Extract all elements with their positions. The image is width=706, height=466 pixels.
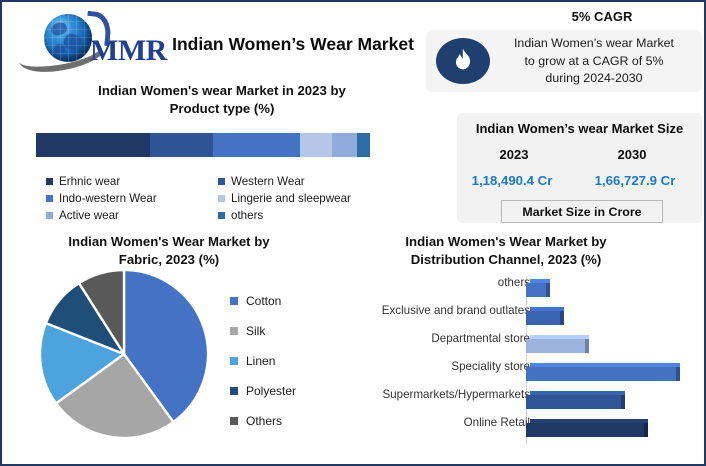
distribution-label-speciality-store: Speciality store [451,360,530,373]
distribution-label-exclusive-brand-outlets: Exclusive and brand outlates [381,304,530,317]
legend-label-active-wear: Active wear [59,209,119,222]
product-type-legend: Erhnic wear Western Wear Indo-western We… [46,173,426,224]
distribution-row-supermarkets-hypermarkets: Supermarkets/Hypermarkets [338,384,696,412]
stacked-segment-others [356,133,370,157]
fabric-legend-item-others: Others [230,406,340,436]
legend-label-ethnic-wear: Erhnic wear [59,175,121,188]
distribution-row-online-retail: Online Retail [338,412,696,440]
legend-label-western-wear: Western Wear [231,175,305,188]
distribution-bar-chart: others Exclusive and brand outlates Depa… [338,272,696,444]
legend-item-western-wear: Western Wear [218,173,426,190]
market-size-value-base: 1,18,490.4 Cr [471,173,553,188]
fabric-title-line2: Fabric, 2023 (%) [118,252,220,268]
fabric-legend-swatch-silk [230,327,238,335]
pie-slice-others [77,268,126,359]
fabric-legend-label-silk: Silk [246,324,266,338]
distribution-title-line1: Indian Women's Wear Market by [405,234,607,249]
stacked-segment-western-wear [149,133,213,157]
legend-swatch-others [218,212,225,219]
legend-swatch-ethnic-wear [46,178,53,185]
legend-item-ethnic-wear: Erhnic wear [46,173,218,190]
stacked-segment-indo-western-wear [213,133,300,157]
stacked-segment-lingerie-sleepwear [299,133,332,157]
legend-swatch-indo-western-wear [46,195,53,202]
fabric-legend-swatch-others [230,417,238,425]
distribution-bar-exclusive-brand-outlets [526,307,565,325]
legend-swatch-western-wear [218,178,225,185]
fabric-title-line1: Indian Women's Wear Market by [68,234,270,249]
product-type-title-line1: Indian Women's wear Market in 2023 by [98,83,346,98]
distribution-row-speciality-store: Speciality store [338,356,696,384]
cagr-line-3: during 2024-2030 [545,71,643,86]
legend-item-lingerie-sleepwear: Lingerie and sleepwear [218,190,426,207]
distribution-chart-title: Indian Women's Wear Market by Distributi… [350,233,662,270]
fabric-chart-title: Indian Women's Wear Market by Fabric, 20… [24,233,314,270]
distribution-bar-speciality-store [526,363,680,381]
distribution-bar-supermarkets-hypermarkets [526,391,626,409]
fabric-legend-item-polyester: Polyester [230,376,340,406]
globe-icon [44,14,92,62]
distribution-label-departmental-store: Departmental store [431,332,530,345]
distribution-label-others: others [497,276,530,289]
distribution-row-others: others [338,272,696,300]
product-type-title-line2: Product type (%) [169,100,275,116]
distribution-label-supermarkets-hypermarkets: Supermarkets/Hypermarkets [382,388,530,401]
cagr-description: Indian Women’s wear Market to grow at a … [492,35,696,88]
market-size-year-base: 2023 [499,147,529,162]
distribution-row-departmental-store: Departmental store [338,328,696,356]
fabric-legend-item-silk: Silk [230,316,340,346]
logo-text: MMR [90,34,167,67]
fabric-pie-chart [38,268,210,440]
fabric-legend-swatch-polyester [230,387,238,395]
distribution-bar-others [526,279,551,297]
distribution-bar-departmental-store [526,335,590,353]
product-type-chart-title: Indian Women's wear Market in 2023 by Pr… [26,82,418,118]
mmr-logo: MMR [15,8,167,77]
pie-slice-linen [38,321,127,406]
cagr-line-1: Indian Women’s wear Market [513,36,674,50]
market-size-title: Indian Women’s wear Market Size [475,121,684,136]
fabric-legend-label-linen: Linen [246,354,276,368]
distribution-label-online-retail: Online Retail [463,416,530,429]
fabric-legend: Cotton Silk Linen Polyester Others [230,286,340,436]
pie-slice-cotton [122,268,210,424]
fabric-legend-label-polyester: Polyester [246,384,297,398]
market-size-year-forecast: 2030 [617,147,647,162]
legend-item-indo-western-wear: Indo-western Wear [46,190,218,207]
cagr-line-2: to grow at a CAGR of 5% [524,53,664,68]
fabric-legend-item-cotton: Cotton [230,286,340,316]
market-size-unit-note: Market Size in Crore [501,200,663,223]
legend-label-lingerie-sleepwear: Lingerie and sleepwear [231,192,351,205]
distribution-row-exclusive-brand-outlets: Exclusive and brand outlates [338,300,696,328]
fabric-legend-label-cotton: Cotton [246,294,282,308]
legend-item-others: others [218,207,426,224]
flame-icon [436,38,490,84]
distribution-title-line2: Distribution Channel, 2023 (%) [410,252,602,268]
legend-item-active-wear: Active wear [46,207,218,224]
pie-slice-silk [54,352,176,440]
cagr-heading: 5% CAGR [571,9,633,24]
page-title: Indian Women’s Wear Market [172,34,414,54]
market-size-value-forecast: 1,66,727.9 Cr [594,173,676,188]
stacked-segment-ethnic-wear [36,133,150,157]
fabric-legend-swatch-cotton [230,297,238,305]
distribution-bar-online-retail [526,419,649,437]
legend-swatch-lingerie-sleepwear [218,195,225,202]
fabric-legend-item-linen: Linen [230,346,340,376]
fabric-legend-label-others: Others [246,414,283,428]
product-type-stacked-bar [36,133,370,157]
stacked-segment-active-wear [331,133,357,157]
fabric-legend-swatch-linen [230,357,238,365]
legend-label-others: others [231,209,264,222]
distribution-axis-line [526,276,527,444]
legend-label-indo-western-wear: Indo-western Wear [59,192,157,205]
legend-swatch-active-wear [46,212,53,219]
